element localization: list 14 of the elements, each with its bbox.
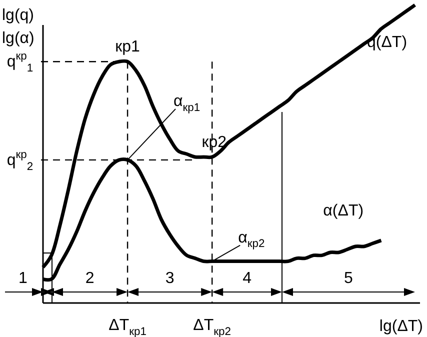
annotation: 3 bbox=[165, 270, 174, 287]
annotation: 5 bbox=[344, 270, 354, 287]
text: lg(α) bbox=[2, 30, 34, 47]
x-tick-label: ΔT$_{кр1}$ bbox=[108, 317, 146, 337]
annotation: кр1 bbox=[115, 38, 140, 56]
x-axis-title: lg(ΔT) bbox=[379, 318, 423, 335]
text: 1 bbox=[18, 270, 28, 287]
annotation: α$_{кр2}$ bbox=[238, 229, 265, 250]
annotation: α$_{кр1}$ bbox=[174, 92, 200, 114]
y-axis-title: lg(q) bbox=[2, 7, 34, 24]
x-tick-label: ΔT$_{кр2}$ bbox=[193, 317, 231, 337]
annotation: 4 bbox=[242, 270, 252, 287]
annotation: 2 bbox=[85, 270, 94, 287]
series-label: α(ΔT) bbox=[323, 202, 364, 220]
